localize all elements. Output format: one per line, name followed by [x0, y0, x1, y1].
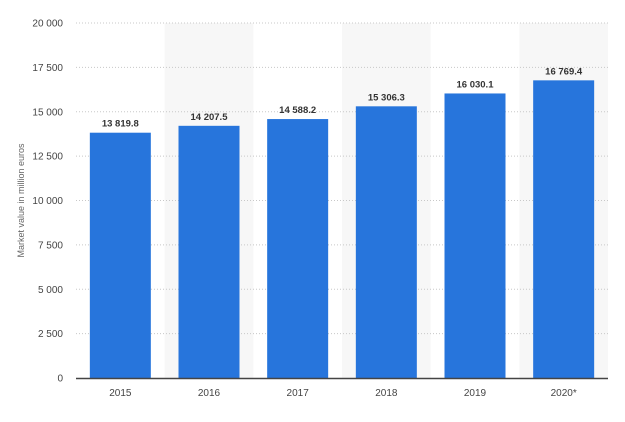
y-tick-label: 15 000	[32, 107, 63, 118]
bar[interactable]	[267, 119, 329, 378]
y-tick-label: 17 500	[32, 63, 63, 74]
bars	[89, 80, 595, 379]
y-axis-title: Market value in million euros	[16, 143, 26, 258]
y-axis-ticks: 0 2 500 5 000 7 500 10 000 12 500 15 000 17 500…	[32, 19, 63, 385]
y-tick-label: 5 000	[38, 285, 63, 296]
y-tick-label: 20 000	[32, 19, 63, 30]
x-tick-label: 2015	[109, 388, 132, 399]
y-tick-label: 2 500	[38, 329, 63, 340]
y-tick-label: 10 000	[32, 196, 63, 207]
x-tick-label: 2016	[198, 388, 221, 399]
bar-value-label: 15 306.3	[368, 92, 405, 103]
x-tick-label: 2020*	[551, 388, 577, 399]
x-tick-label: 2019	[464, 388, 487, 399]
bar-value-label: 16 030.1	[457, 79, 495, 90]
x-tick-label: 2017	[287, 388, 310, 399]
bar-value-label: 13 819.8	[102, 119, 139, 130]
x-axis-ticks: 2015 2016 2017 2018 2019 2020*	[109, 388, 577, 399]
y-tick-label: 0	[57, 374, 63, 385]
bar[interactable]	[533, 80, 595, 379]
y-tick-label: 12 500	[32, 152, 63, 163]
y-tick-label: 7 500	[38, 240, 63, 251]
bar[interactable]	[178, 125, 240, 379]
bar-value-label: 14 588.2	[279, 105, 316, 116]
data-labels: 13 819.8 14 207.5 14 588.2 15 306.3 16 030.1…	[102, 66, 583, 129]
bar[interactable]	[355, 106, 417, 378]
x-tick-label: 2018	[375, 388, 398, 399]
bar[interactable]	[89, 132, 151, 378]
bar[interactable]	[444, 93, 506, 378]
bar-value-label: 16 769.4	[545, 66, 583, 77]
bar-value-label: 14 207.5	[191, 112, 229, 123]
